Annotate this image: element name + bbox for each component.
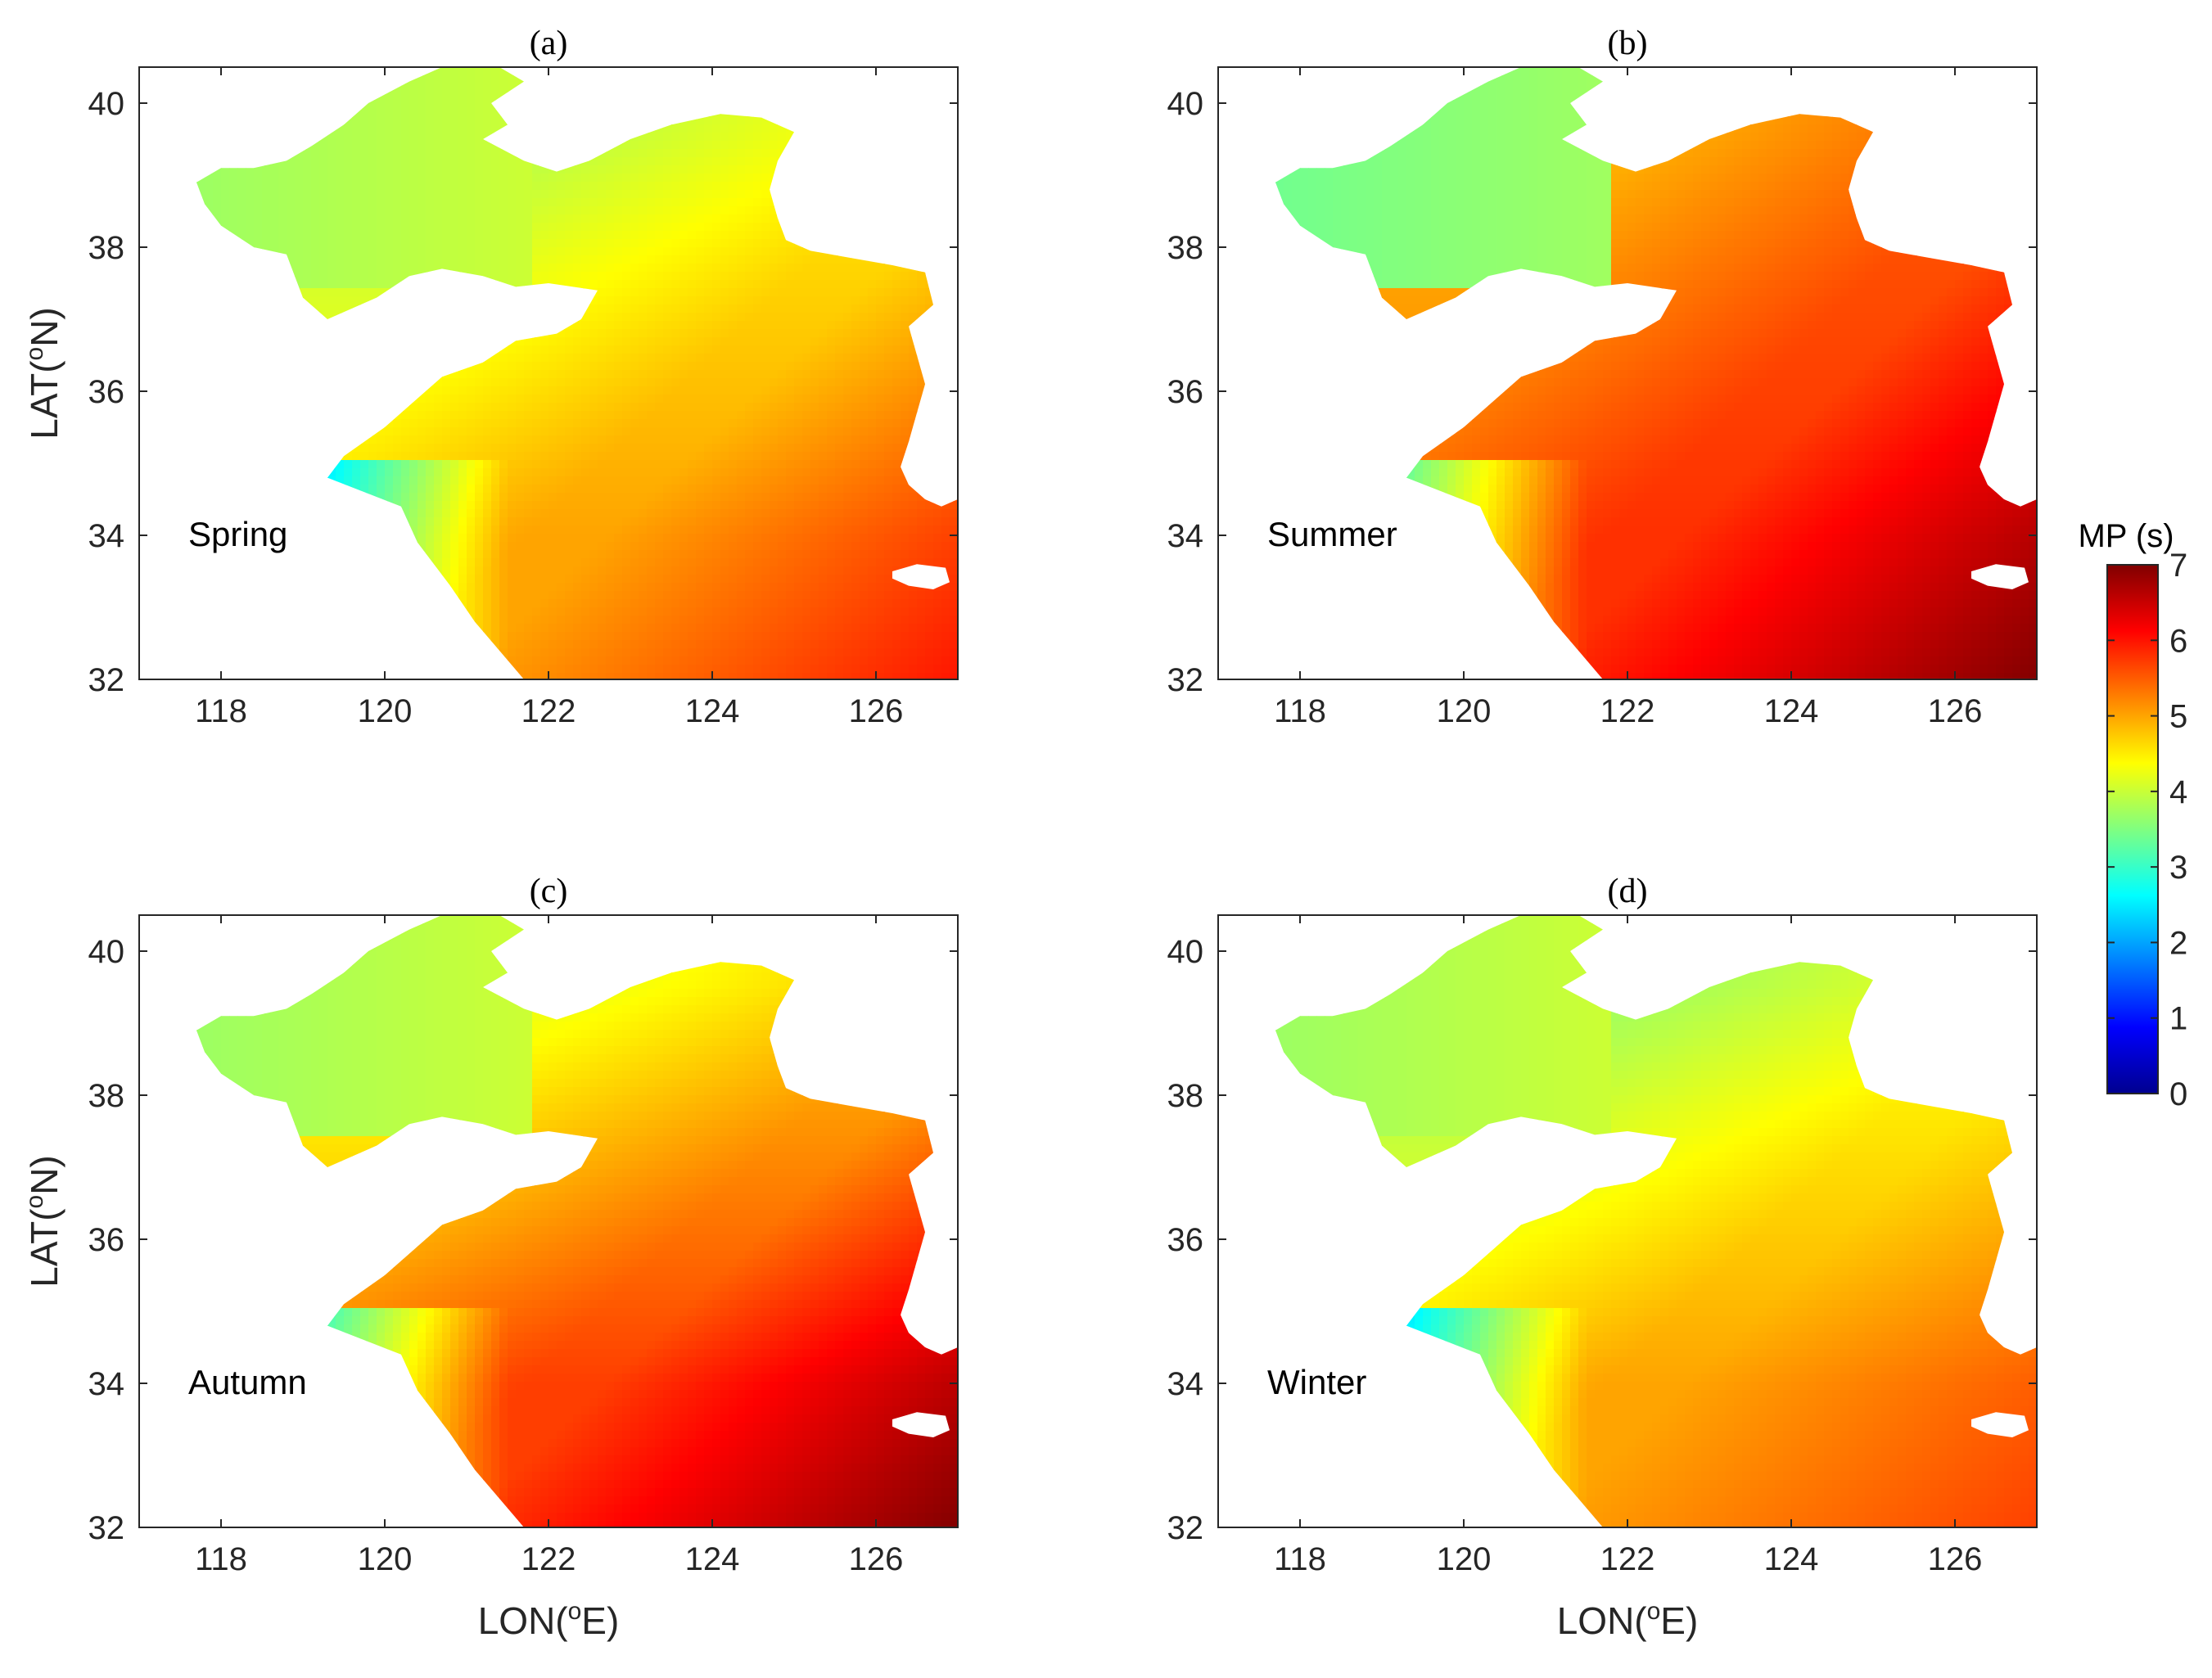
x-tick-label: 120 bbox=[358, 693, 413, 729]
colorbar-tick-label: 1 bbox=[2169, 1001, 2187, 1037]
y-tick-label: 36 bbox=[1167, 1222, 1204, 1258]
panel-title: (c) bbox=[530, 873, 568, 910]
colorbar-tick-label: 2 bbox=[2169, 925, 2187, 961]
panel-spring: 118 120 122 124 126 32 34 36 38 40 (a) Spring LAT(oN… bbox=[21, 25, 959, 729]
season-label: Summer bbox=[1267, 515, 1397, 553]
mp-field bbox=[1275, 67, 2037, 679]
y-tick-label: 32 bbox=[1167, 662, 1204, 698]
y-tick-label: 38 bbox=[88, 1078, 125, 1114]
y-tick-label: 38 bbox=[88, 230, 125, 266]
jeju-island bbox=[892, 564, 950, 589]
x-tick-label: 118 bbox=[1274, 1541, 1326, 1577]
y-tick-label: 34 bbox=[88, 1366, 125, 1402]
x-tick-label: 122 bbox=[1600, 1541, 1655, 1577]
x-tick-label: 122 bbox=[1600, 693, 1655, 729]
season-label: Spring bbox=[188, 515, 287, 553]
x-tick-label: 124 bbox=[685, 1541, 740, 1577]
colorbar-label: MP (s) bbox=[2078, 518, 2174, 554]
y-tick-label: 40 bbox=[1167, 934, 1204, 970]
panel-autumn: 118 120 122 124 126 32 34 36 38 40 (c) Autumn LAT(oN… bbox=[21, 873, 959, 1642]
x-tick-label: 118 bbox=[195, 1541, 247, 1577]
colorbar-scale bbox=[2106, 564, 2159, 1094]
jeju-island bbox=[892, 1412, 950, 1437]
x-tick-label: 118 bbox=[1274, 693, 1326, 729]
season-label: Autumn bbox=[188, 1363, 307, 1401]
y-axis-label: LAT(oN) bbox=[21, 1155, 65, 1288]
panel-summer: 118 120 122 124 126 32 34 36 38 40 (b) Summer bbox=[1167, 25, 2038, 729]
panel-winter: 118 120 122 124 126 32 34 36 38 40 (d) Winter LON(oE… bbox=[1167, 873, 2038, 1642]
colorbar-tick-label: 0 bbox=[2169, 1076, 2187, 1112]
panel-title: (a) bbox=[530, 25, 568, 62]
y-tick-label: 34 bbox=[88, 518, 125, 554]
y-tick-label: 40 bbox=[88, 934, 125, 970]
season-label: Winter bbox=[1267, 1363, 1366, 1401]
y-tick-label: 38 bbox=[1167, 230, 1204, 266]
jeju-island bbox=[1971, 564, 2029, 589]
y-tick-label: 34 bbox=[1167, 518, 1204, 554]
x-axis-label: LON(oE) bbox=[478, 1598, 620, 1642]
x-axis-label: LON(oE) bbox=[1557, 1598, 1699, 1642]
panel-title: (b) bbox=[1608, 25, 1648, 62]
colorbar-tick-label: 4 bbox=[2169, 774, 2187, 810]
y-tick-label: 32 bbox=[1167, 1510, 1204, 1546]
y-axis-label: LAT(oN) bbox=[21, 307, 65, 440]
mp-field bbox=[196, 915, 958, 1527]
y-tick-label: 32 bbox=[88, 662, 125, 698]
colorbar: MP (s) 0 1 2 3 4 5 6 7 bbox=[2078, 518, 2187, 1112]
x-tick-label: 124 bbox=[1764, 693, 1819, 729]
y-tick-label: 36 bbox=[88, 1222, 125, 1258]
jeju-island bbox=[1971, 1412, 2029, 1437]
y-tick-label: 38 bbox=[1167, 1078, 1204, 1114]
colorbar-tick-label: 6 bbox=[2169, 623, 2187, 659]
x-tick-label: 120 bbox=[1437, 693, 1492, 729]
x-tick-label: 126 bbox=[1928, 1541, 1983, 1577]
y-tick-label: 40 bbox=[88, 86, 125, 122]
colorbar-tick-label: 5 bbox=[2169, 699, 2187, 735]
y-tick-label: 32 bbox=[88, 1510, 125, 1546]
mp-field bbox=[1275, 915, 2037, 1527]
mp-field bbox=[196, 67, 958, 679]
colorbar-tick-label: 7 bbox=[2169, 548, 2187, 584]
x-tick-label: 124 bbox=[685, 693, 740, 729]
x-tick-label: 122 bbox=[521, 1541, 576, 1577]
x-tick-label: 120 bbox=[1437, 1541, 1492, 1577]
x-tick-label: 126 bbox=[849, 1541, 904, 1577]
y-tick-label: 34 bbox=[1167, 1366, 1204, 1402]
panel-title: (d) bbox=[1608, 873, 1648, 910]
x-tick-label: 118 bbox=[195, 693, 247, 729]
x-tick-label: 126 bbox=[1928, 693, 1983, 729]
x-tick-label: 122 bbox=[521, 693, 576, 729]
x-tick-label: 120 bbox=[358, 1541, 413, 1577]
x-tick-label: 124 bbox=[1764, 1541, 1819, 1577]
y-tick-label: 40 bbox=[1167, 86, 1204, 122]
x-tick-label: 126 bbox=[849, 693, 904, 729]
y-tick-label: 36 bbox=[88, 374, 125, 410]
y-tick-label: 36 bbox=[1167, 374, 1204, 410]
colorbar-tick-label: 3 bbox=[2169, 850, 2187, 886]
